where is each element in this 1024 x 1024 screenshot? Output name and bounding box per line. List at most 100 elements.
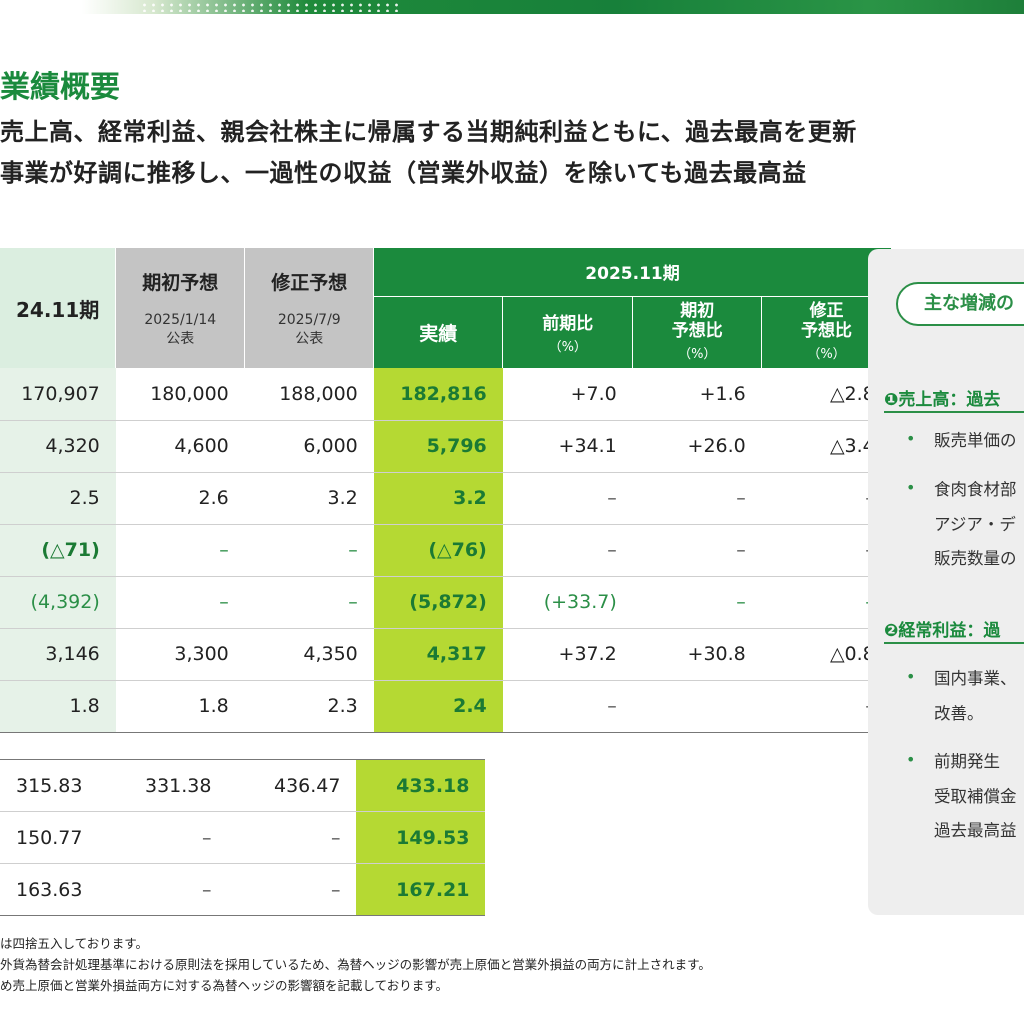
cell-actual: 167.21 [356, 863, 486, 916]
cell-prev: 150.77 [0, 811, 99, 864]
table-row: 4,320 4,600 6,000 5,796 +34.1 +26.0 △3.4 [0, 420, 995, 473]
header-vs-revised-pct: （%） [807, 347, 846, 363]
subtitle-line-2: 事業が好調に推移し、一過性の収益（営業外収益）を除いても過去最高益 [0, 159, 807, 187]
header-revised-title: 修正予想 [271, 271, 348, 294]
cell-prev: (4,392) [0, 576, 116, 629]
cell-actual: 5,796 [373, 420, 503, 473]
bullet-dot: • [906, 667, 916, 686]
dot-pattern [140, 2, 400, 12]
section-2-rule [884, 642, 1024, 644]
cell-vs-initial: – [632, 472, 762, 525]
header-vs-initial-pct: （%） [678, 347, 717, 363]
header-actual: 実績 [373, 296, 503, 368]
bullet-dot: • [906, 750, 916, 769]
cell-vs-initial [632, 680, 762, 733]
cell-actual: 4,317 [373, 628, 503, 681]
footnote-1: は四捨五入しております。 [0, 936, 149, 951]
header-vs-initial-l1: 期初 [680, 301, 715, 322]
header-vs-revised-l2: 予想比 [801, 320, 853, 341]
header-revised-note: 公表 [295, 330, 324, 347]
cell-prev: 1.8 [0, 680, 116, 733]
cell-revised: 436.47 [227, 759, 357, 812]
cell-vs-initial: – [632, 576, 762, 629]
header-yoy-label: 前期比 [542, 314, 594, 335]
page-title: 業績概要 [0, 70, 120, 105]
cell-initial: 4,600 [115, 420, 245, 473]
table-row: 170,907 180,000 188,000 182,816 +7.0 +1.… [0, 368, 995, 421]
bullet-text: アジア・デ [934, 515, 1016, 534]
header-initial-note: 公表 [166, 330, 195, 347]
cell-prev: 170,907 [0, 368, 116, 421]
cell-initial: – [115, 524, 245, 577]
cell-initial: – [98, 863, 228, 916]
cell-actual: (5,872) [373, 576, 503, 629]
bullet-text: 過去最高益 [934, 821, 1017, 840]
footnotes: は四捨五入しております。 外貨為替会計処理基準における原則法を採用しているため、… [0, 933, 711, 996]
cell-yoy: +7.0 [502, 368, 633, 421]
cell-revised: 3.2 [244, 472, 374, 525]
top-decorative-band [0, 0, 1024, 14]
header-initial-forecast: 期初予想 2025/1/14 公表 [115, 248, 245, 368]
cell-prev: (△71) [0, 524, 116, 577]
cell-actual: 149.53 [356, 811, 486, 864]
cell-yoy: +34.1 [502, 420, 633, 473]
footnote-2: 外貨為替会計処理基準における原則法を採用しているため、為替ヘッジの影響が売上原価… [0, 957, 711, 972]
cell-revised: 4,350 [244, 628, 374, 681]
header-yoy-pct: （%） [548, 340, 587, 356]
bullet-text: 販売単価の [934, 431, 1017, 450]
cell-revised: – [227, 811, 357, 864]
section-1-heading: ❶売上高：過去 [884, 390, 1001, 410]
bullet-text: 販売数量の [934, 549, 1017, 568]
table-row: 2.5 2.6 3.2 3.2 – – – [0, 472, 995, 525]
cell-vs-initial: – [632, 524, 762, 577]
cell-vs-initial: +26.0 [632, 420, 762, 473]
cell-vs-initial: +1.6 [632, 368, 762, 421]
header-vs-initial-l2: 予想比 [671, 320, 723, 341]
key-factors-pill: 主な増減の [896, 282, 1024, 326]
section-1-rule [884, 411, 1024, 413]
cell-prev: 2.5 [0, 472, 116, 525]
cell-yoy: +37.2 [502, 628, 633, 681]
cell-initial: 1.8 [115, 680, 245, 733]
bullet-dot: • [906, 429, 916, 448]
subtitle-line-1: 売上高、経常利益、親会社株主に帰属する当期純利益ともに、過去最高を更新 [0, 118, 857, 146]
bullet-text: 改善。 [934, 704, 984, 723]
table-row: 1.8 1.8 2.3 2.4 – – [0, 680, 995, 733]
cell-prev: 3,146 [0, 628, 116, 681]
cell-revised: 6,000 [244, 420, 374, 473]
bullet-text: 受取補償金 [934, 787, 1017, 806]
per-share-table: 315.83 331.38 436.47 433.18 150.77 – – 1… [0, 759, 486, 916]
cell-yoy: (+33.7) [502, 576, 633, 629]
cell-initial: 331.38 [98, 759, 228, 812]
bullet-text: 食肉食材部 [934, 480, 1017, 499]
cell-yoy: – [502, 472, 633, 525]
header-revised-date: 2025/7/9 [277, 311, 341, 328]
key-factors-panel: 主な増減の ❶売上高：過去 • 販売単価の • 食肉食材部 アジア・デ 販売数量… [868, 249, 1024, 915]
cell-revised: – [227, 863, 357, 916]
cell-initial: – [98, 811, 228, 864]
header-period: 2025.11期 [373, 248, 891, 297]
cell-vs-initial: +30.8 [632, 628, 762, 681]
table-row: (△71) – – (△76) – – – [0, 524, 995, 577]
bullet-text: 国内事業、 [934, 669, 1017, 688]
header-yoy: 前期比 （%） [502, 296, 633, 368]
table-row: 315.83 331.38 436.47 433.18 [0, 759, 486, 812]
cell-actual: 3.2 [373, 472, 503, 525]
cell-initial: 3,300 [115, 628, 245, 681]
header-vs-revised-l1: 修正 [809, 301, 844, 322]
cell-initial: 180,000 [115, 368, 245, 421]
cell-revised: 2.3 [244, 680, 374, 733]
table-row: 163.63 – – 167.21 [0, 863, 486, 916]
section-2-heading: ❷経常利益：過 [884, 621, 1001, 641]
cell-actual: 182,816 [373, 368, 503, 421]
footnote-3: め売上原価と営業外損益両方に対する為替ヘッジの影響額を記載しております。 [0, 978, 449, 993]
cell-prev: 163.63 [0, 863, 99, 916]
cell-initial: – [115, 576, 245, 629]
cell-prev: 4,320 [0, 420, 116, 473]
table-row: (4,392) – – (5,872) (+33.7) – – [0, 576, 995, 629]
cell-revised: – [244, 524, 374, 577]
cell-prev: 315.83 [0, 759, 99, 812]
table-row: 3,146 3,300 4,350 4,317 +37.2 +30.8 △0.8 [0, 628, 995, 681]
cell-yoy: – [502, 524, 633, 577]
cell-actual: 2.4 [373, 680, 503, 733]
